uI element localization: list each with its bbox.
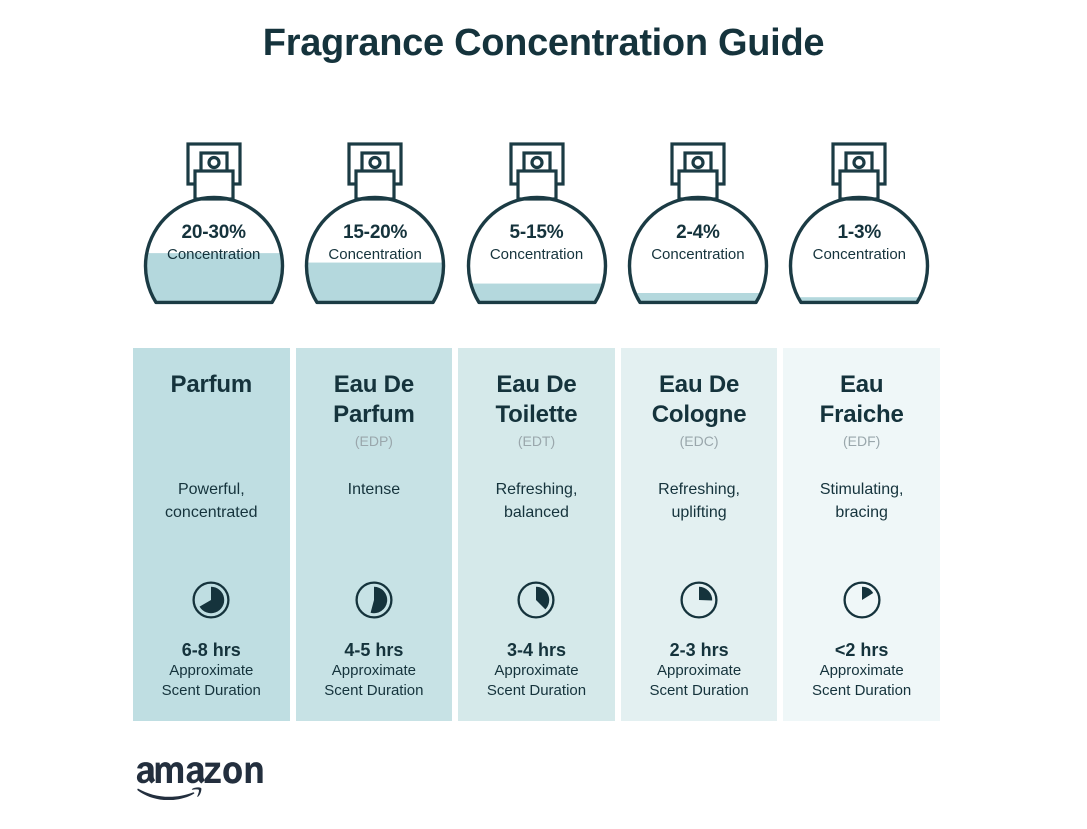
scent-duration-pie-wrap [621, 580, 778, 620]
card-eau-de-toilette[interactable]: Eau De Toilette (EDT) Refreshing, balanced 3-… [458, 348, 615, 721]
card-description: Stimulating, bracing [819, 481, 904, 522]
card-title: Eau De Toilette [495, 371, 578, 429]
bottle-parfum: 20-30% Concentration [133, 138, 294, 336]
card-abbreviation [133, 402, 290, 420]
bottle-edt: 5-15% Concentration [456, 138, 617, 336]
bottle-row: 20-30% Concentration 15-20% Concentration 5-… [133, 138, 940, 336]
card-eau-de-parfum[interactable]: Eau De Parfum (EDP) Intense 4-5 hrs Approxima… [295, 348, 453, 721]
duration-label: Approximate Scent Duration [812, 662, 912, 699]
card-eau-fraiche[interactable]: Eau Fraiche (EDF) Stimulating, bracing <2 hrs… [783, 348, 940, 721]
bottle-edc: 2-4% Concentration [617, 138, 778, 336]
duration-hours: 3-4 hrs [506, 640, 566, 660]
card-abbreviation: (EDF) [843, 433, 881, 450]
duration-label: Approximate Scent Duration [486, 662, 587, 699]
page-title: Fragrance Concentration Guide [262, 22, 825, 64]
clock-pie-icon [355, 581, 393, 619]
bottle-icon [789, 142, 930, 305]
card-description: Intense [347, 481, 401, 498]
card-title: Eau Fraiche [819, 371, 904, 429]
card-abbreviation: (EDP) [354, 433, 393, 450]
scent-duration-pie-wrap [133, 580, 290, 620]
card-parfum[interactable]: Parfum Powerful, concentrated 6-8 hrs Approx… [133, 348, 290, 721]
bottle-icon [627, 142, 769, 305]
clock-pie-icon [517, 581, 556, 619]
amazon-logo [136, 762, 263, 800]
card-title: Eau De Parfum [333, 371, 415, 429]
clock-pie-icon [680, 581, 718, 619]
duration-hours: 2-3 hrs [669, 640, 729, 660]
bottle-icon [143, 142, 284, 305]
duration-label: Approximate Scent Duration [324, 662, 424, 699]
bottle-icon [304, 142, 446, 305]
scent-duration-pie-wrap [458, 580, 615, 620]
card-eau-de-cologne[interactable]: Eau De Cologne (EDC) Refreshing, uplifting 2-… [620, 348, 778, 721]
bottle-edf: 1-3% Concentration [779, 138, 940, 336]
card-description: Refreshing, balanced [495, 481, 578, 522]
card-description: Powerful, concentrated [165, 481, 258, 522]
duration-label: Approximate Scent Duration [649, 662, 749, 699]
card-abbreviation: (EDC) [679, 433, 719, 450]
card-row: Parfum Powerful, concentrated 6-8 hrs Approx… [133, 348, 940, 721]
scent-duration-pie-wrap [296, 580, 453, 620]
duration-hours: <2 hrs [834, 640, 889, 660]
duration-hours: 4-5 hrs [344, 640, 404, 660]
bottle-icon [466, 142, 607, 305]
scent-duration-pie-wrap [783, 580, 940, 620]
duration-label: Approximate Scent Duration [161, 662, 261, 699]
card-abbreviation: (EDT) [517, 433, 556, 450]
card-title: Parfum [170, 371, 253, 398]
card-title: Eau De Cologne [651, 371, 747, 429]
bottle-edp: 15-20% Concentration [294, 138, 455, 336]
duration-hours: 6-8 hrs [181, 640, 241, 660]
clock-pie-icon [192, 581, 230, 619]
card-description: Refreshing, uplifting [658, 481, 740, 522]
clock-pie-icon [843, 581, 881, 619]
